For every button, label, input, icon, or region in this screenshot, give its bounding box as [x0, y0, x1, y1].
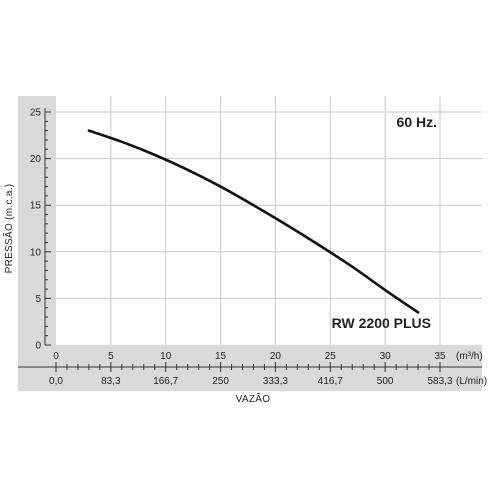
- plot-area: [56, 96, 482, 345]
- x-tick-label: 0: [53, 351, 59, 362]
- grid: [56, 96, 482, 345]
- x2-axis-unit: (L/min): [456, 376, 487, 387]
- x-tick-label: 25: [325, 351, 337, 362]
- frequency-label: 60 Hz.: [397, 114, 437, 130]
- x-tick-label: 15: [215, 351, 227, 362]
- x2-tick-label: 250: [212, 376, 229, 387]
- x-tick-label: 10: [160, 351, 172, 362]
- series-layer: [87, 129, 420, 314]
- x2-tick-label: 166,7: [153, 376, 178, 387]
- x2-tick-label: 333,3: [263, 376, 288, 387]
- series-curve: [87, 129, 420, 314]
- y-tick-label: 15: [30, 201, 42, 212]
- series-label: RW 2200 PLUS: [332, 315, 431, 331]
- x-tick-label: 35: [434, 351, 446, 362]
- x2-tick-label: 0,0: [49, 376, 63, 387]
- x-tick-label: 5: [108, 351, 114, 362]
- y-tick-label: 25: [30, 108, 42, 119]
- chart-frame-left: [18, 96, 56, 345]
- x2-tick-label: 500: [377, 376, 394, 387]
- x2-tick-label: 583,3: [427, 376, 452, 387]
- x-axis-title: VAZÃO: [236, 392, 271, 405]
- x-tick-label: 20: [270, 351, 282, 362]
- y-tick-label: 0: [35, 341, 41, 352]
- x2-tick-label: 83,3: [101, 376, 121, 387]
- y-axis-title: PRESSÃO (m.c.a.): [2, 184, 15, 274]
- chart-frame-bottom: [18, 345, 482, 391]
- y-tick-label: 10: [30, 247, 42, 258]
- x-tick-label: 30: [380, 351, 392, 362]
- x2-tick-label: 416,7: [318, 376, 343, 387]
- y-tick-label: 5: [35, 294, 41, 305]
- x-axis-unit: (m³/h): [456, 351, 483, 362]
- y-tick-label: 20: [30, 154, 42, 165]
